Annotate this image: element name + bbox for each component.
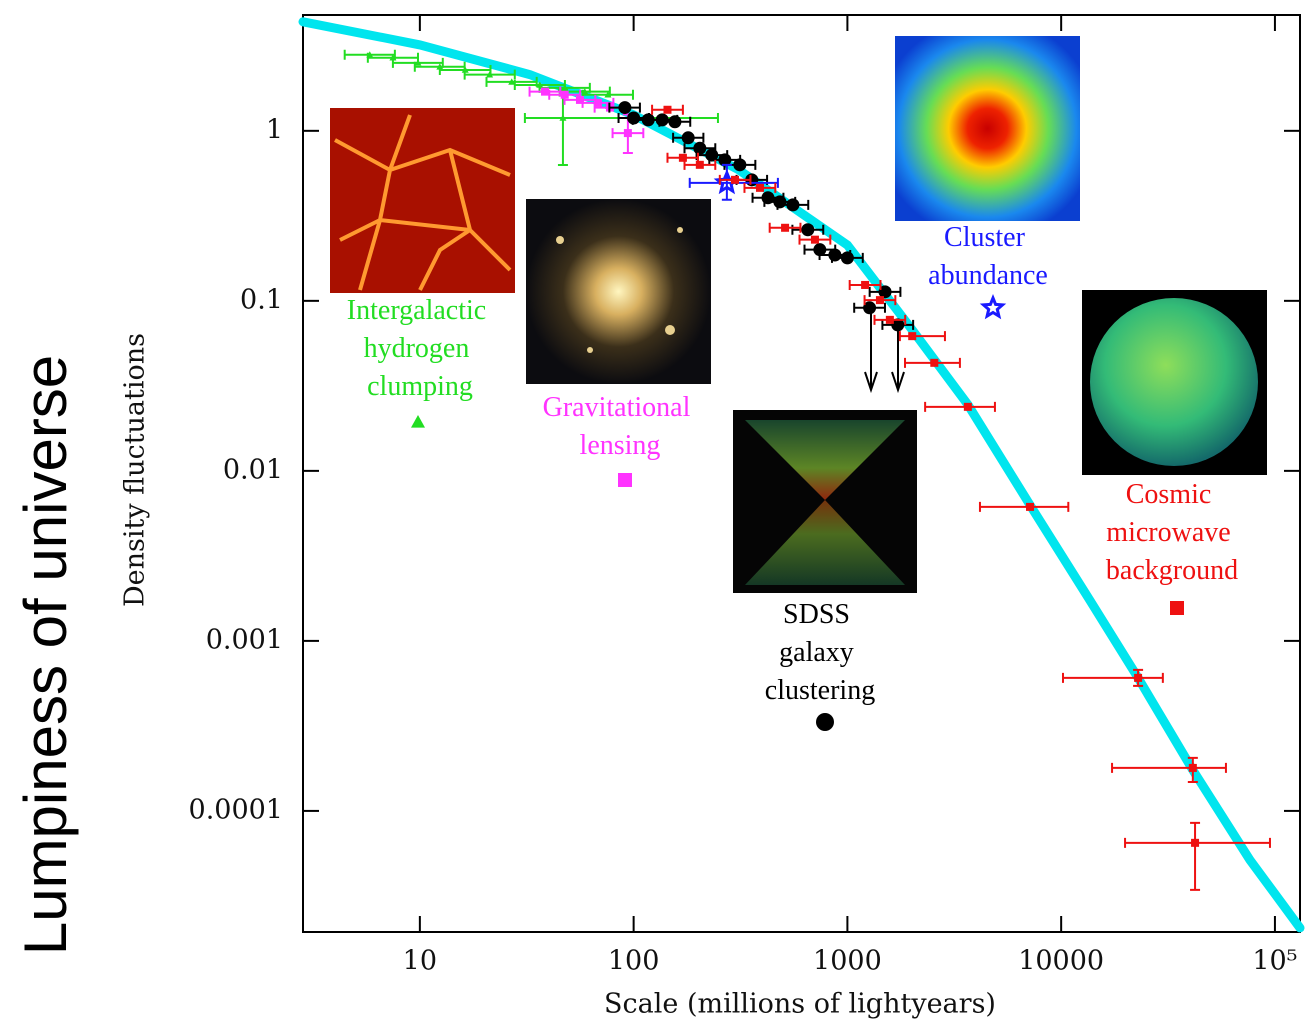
point — [695, 160, 704, 169]
legend-label: SDSS galaxy clustering — [765, 599, 875, 706]
lensing-image — [526, 199, 711, 384]
point — [461, 66, 469, 73]
point — [560, 90, 569, 99]
x-axis-label: Scale (millions of lightyears) — [604, 989, 996, 1020]
point — [486, 71, 494, 78]
x-error-bar — [978, 501, 1070, 512]
point — [389, 54, 397, 61]
cmb-image — [1082, 290, 1267, 475]
legend-marker — [618, 473, 632, 487]
point — [801, 223, 815, 237]
point — [575, 95, 584, 104]
point — [733, 158, 747, 172]
model-curve — [298, 17, 1305, 933]
point — [618, 101, 632, 115]
side-title: Lumpiness of universe — [12, 355, 79, 955]
y-tick-label: 0.0001 — [189, 794, 283, 825]
point — [930, 358, 939, 367]
point — [681, 131, 695, 145]
point — [755, 183, 764, 192]
y-axis-label: Density fluctuations — [120, 333, 151, 607]
x-tick-label: 1000 — [813, 946, 882, 977]
legend-marker — [816, 713, 834, 731]
point — [678, 153, 687, 162]
point — [861, 280, 870, 289]
point — [781, 223, 790, 232]
thumbnails — [330, 36, 1267, 593]
sdss-image — [733, 410, 917, 593]
series — [528, 86, 645, 155]
point — [891, 318, 905, 332]
point — [541, 87, 550, 96]
x-error-bar — [1111, 762, 1227, 773]
point — [559, 114, 567, 121]
filament-image — [330, 108, 515, 293]
point — [875, 296, 884, 305]
x-error-bar — [898, 331, 946, 342]
point — [810, 235, 819, 244]
x-tick-label: 10 — [403, 946, 437, 977]
point — [693, 141, 707, 155]
point — [593, 98, 602, 107]
upper-limit-arrows — [864, 312, 905, 394]
point — [1026, 502, 1035, 511]
legend-marker — [411, 415, 425, 428]
cluster-image — [895, 36, 1080, 221]
point — [1134, 673, 1143, 682]
x-tick-label: 100 — [608, 946, 660, 977]
point — [885, 315, 894, 324]
y-tick-label: 1 — [266, 114, 283, 145]
series — [651, 104, 1271, 891]
legend-label: Gravitational lensing — [543, 392, 698, 461]
x-error-bar — [1062, 672, 1164, 683]
y-tick-label: 0.001 — [206, 624, 283, 655]
series — [343, 49, 719, 166]
legend-label: Cluster abundance — [928, 222, 1048, 291]
x-tick-label: 10⁵ — [1252, 946, 1297, 977]
point — [655, 113, 669, 127]
point — [731, 175, 740, 184]
point — [963, 402, 972, 411]
legend-marker — [979, 294, 1007, 320]
legend-marker — [1170, 601, 1184, 615]
point — [623, 129, 632, 138]
point — [840, 251, 854, 265]
point — [786, 198, 800, 212]
point — [508, 78, 516, 85]
point — [908, 332, 917, 341]
point — [668, 115, 682, 129]
legend-label: Intergalactic hydrogen clumping — [347, 295, 493, 402]
point — [414, 59, 422, 66]
y-error-bar — [557, 88, 568, 166]
point — [773, 195, 787, 209]
point — [828, 248, 842, 262]
series — [608, 101, 915, 332]
point — [1188, 763, 1197, 772]
point — [663, 105, 672, 114]
x-tick-label: 10000 — [1018, 946, 1104, 977]
point — [863, 301, 877, 315]
y-tick-label: 0.1 — [240, 284, 283, 315]
point — [813, 243, 827, 257]
y-tick-label: 0.01 — [223, 454, 283, 485]
point — [604, 91, 612, 98]
x-error-bar — [924, 401, 996, 412]
y-error-bar — [1190, 821, 1201, 891]
point — [878, 285, 892, 299]
plot-frame — [302, 14, 1301, 933]
point — [1191, 838, 1200, 847]
legend-label: Cosmic microwave background — [1106, 479, 1238, 586]
